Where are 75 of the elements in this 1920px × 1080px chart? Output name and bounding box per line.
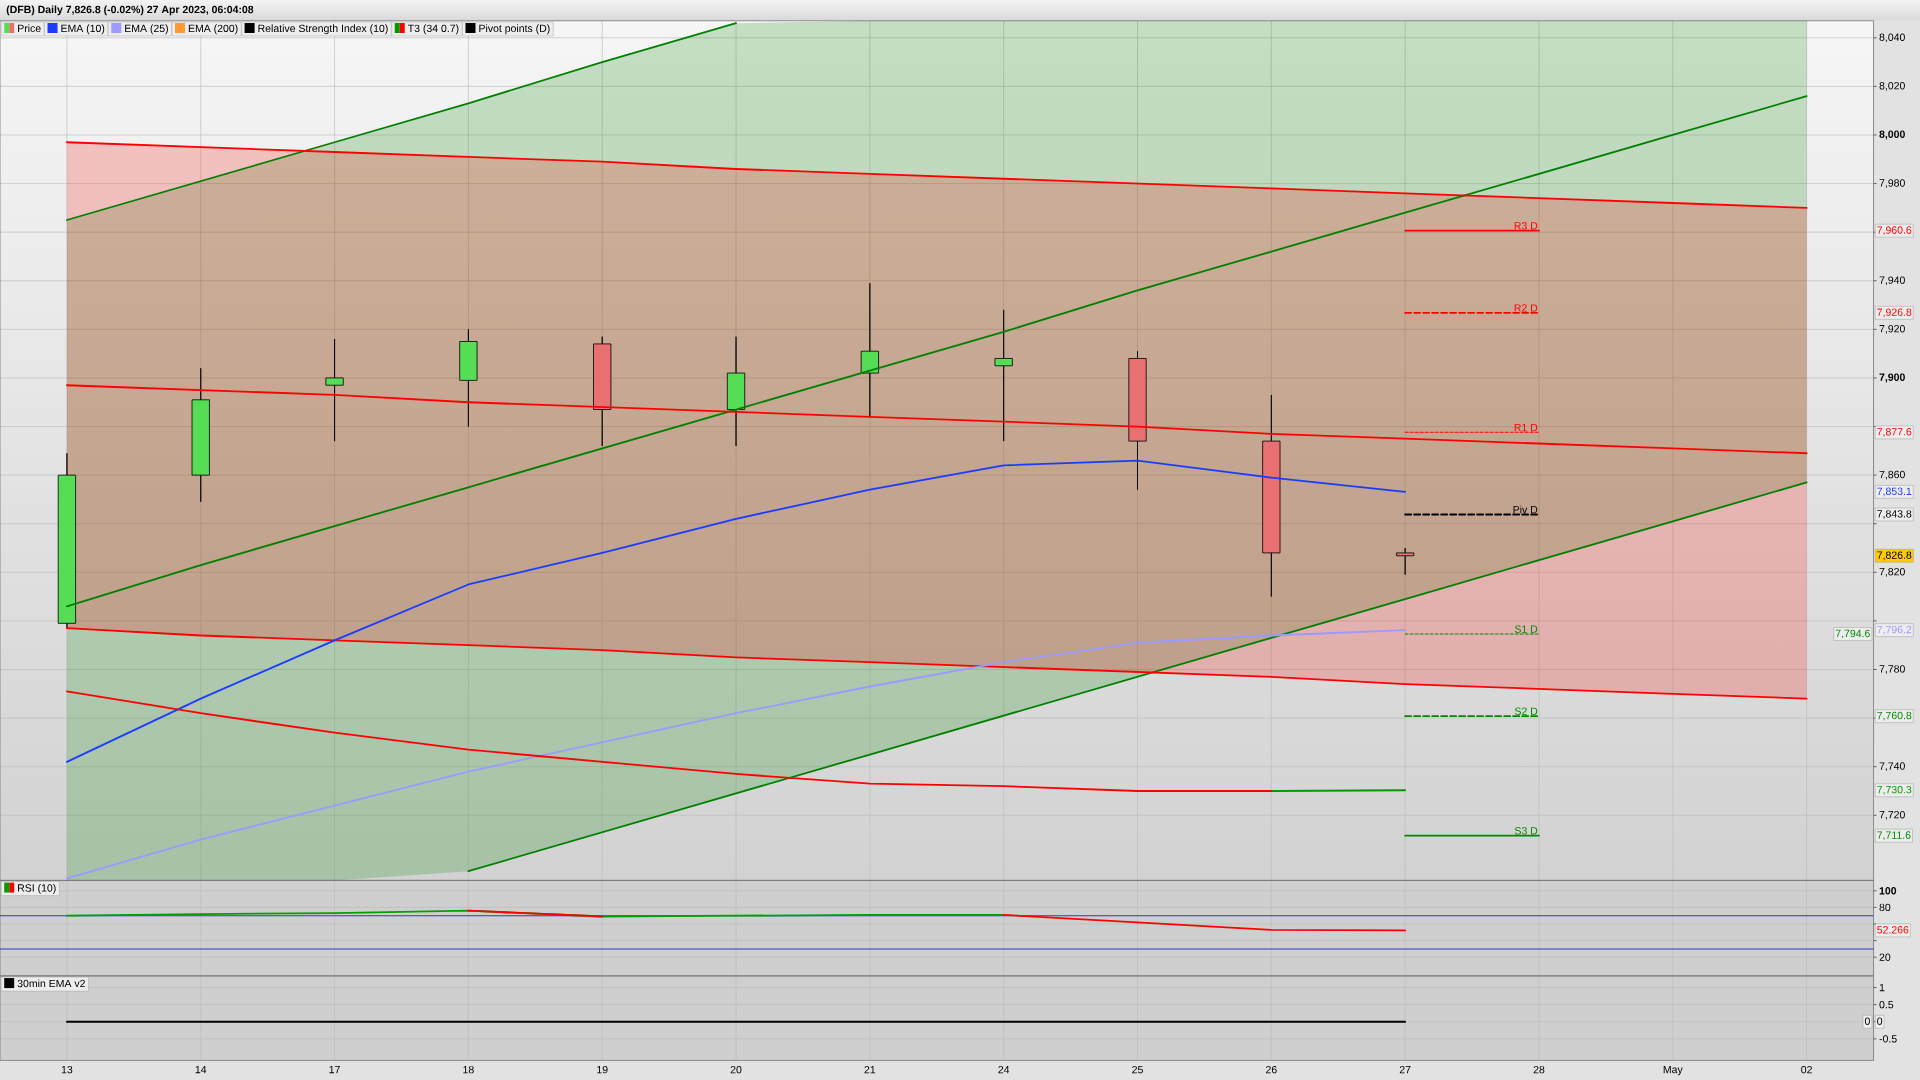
- y-tick-label: 7,780: [1879, 665, 1905, 674]
- legend-label: T3 (34 0.7): [407, 24, 459, 35]
- legend-label: EMA (25): [125, 24, 168, 35]
- annotation: 7,960.6: [1877, 226, 1912, 236]
- y-tick-label: 7,820: [1879, 567, 1905, 577]
- x-tick-label: 21: [864, 1065, 876, 1074]
- y-tick-label: 1: [1879, 983, 1885, 992]
- x-tick-label: 20: [730, 1065, 742, 1074]
- y-tick-label: 0.5: [1879, 1000, 1894, 1009]
- annotation: 7,730.3: [1877, 785, 1912, 795]
- annotation: 7,796.2: [1877, 625, 1912, 635]
- annotation: 0: [1864, 1017, 1870, 1025]
- ref-line-label: R2 D: [1514, 304, 1538, 312]
- legend-label: RSI (10): [18, 883, 56, 894]
- x-tick-label: May: [1663, 1065, 1683, 1076]
- ref-line-label: R3 D: [1514, 222, 1538, 230]
- legend-label: Pivot points (D): [479, 24, 550, 35]
- y-tick-label: 8,000: [1879, 130, 1905, 140]
- candlestick: [1128, 350, 1147, 491]
- annotation: 0: [1877, 1017, 1883, 1025]
- legend-label: EMA (10): [61, 24, 105, 35]
- ref-line-label: Piv D: [1513, 505, 1538, 514]
- y-tick-label: 8,040: [1879, 33, 1905, 43]
- y-tick-label: 8,020: [1879, 82, 1905, 91]
- ref-line-label: S1 D: [1514, 625, 1538, 633]
- x-tick-label: 02: [1801, 1065, 1812, 1074]
- y-tick-label: 20: [1879, 953, 1891, 961]
- y-tick-label: 7,940: [1879, 276, 1905, 286]
- annotation: 7,826.8: [1877, 551, 1912, 561]
- y-tick-label: 80: [1879, 903, 1891, 912]
- chart-title: (DFB) Daily 7,826.8 (-0.02%) 27 Apr 2023, 06:04:08: [6, 5, 254, 16]
- x-tick-label: 19: [597, 1065, 608, 1074]
- y-tick-label: 100: [1879, 887, 1897, 895]
- candlestick: [325, 338, 344, 442]
- legend-label: Price: [18, 24, 41, 33]
- candlestick: [1396, 547, 1415, 576]
- legend-label: Relative Strength Index (10): [258, 24, 388, 35]
- candlestick: [994, 309, 1013, 442]
- y-tick-label: 7,980: [1879, 179, 1905, 188]
- annotation: 52.266: [1877, 926, 1909, 934]
- candlestick: [57, 452, 77, 629]
- candlestick: [593, 336, 612, 447]
- candlestick: [860, 282, 879, 418]
- annotation: 7,760.8: [1877, 711, 1912, 721]
- x-tick-label: 27: [1399, 1065, 1411, 1074]
- candlestick: [459, 328, 478, 427]
- y-tick-label: 7,860: [1879, 470, 1905, 480]
- legend-label: EMA (200): [188, 24, 238, 35]
- x-tick-label: 24: [998, 1065, 1010, 1074]
- ref-line-label: R1 D: [1514, 423, 1538, 432]
- x-tick-label: 13: [61, 1065, 73, 1074]
- line-series: [66, 459, 1407, 763]
- x-tick-label: 14: [195, 1065, 207, 1074]
- annotation: 7,843.8: [1877, 510, 1912, 519]
- x-tick-label: 28: [1533, 1065, 1545, 1074]
- annotation: 7,711.6: [1877, 831, 1911, 841]
- annotation: 7,926.8: [1877, 308, 1912, 318]
- y-tick-label: 7,740: [1879, 762, 1905, 772]
- annotation: 7,794.6: [1835, 629, 1870, 639]
- x-tick-label: 18: [463, 1065, 474, 1074]
- ref-line-label: S3 D: [1514, 827, 1538, 835]
- candlestick: [726, 336, 746, 447]
- y-tick-label: -0.5: [1879, 1035, 1897, 1043]
- ref-line-label: S2 D: [1514, 707, 1538, 715]
- annotation: 7,877.6: [1877, 428, 1912, 437]
- x-tick-label: 26: [1266, 1065, 1277, 1074]
- legend-label: 30min EMA v2: [17, 979, 85, 988]
- candlestick: [1262, 394, 1281, 598]
- y-tick-label: 7,900: [1879, 373, 1905, 383]
- candlestick: [191, 367, 210, 503]
- y-tick-label: 7,920: [1879, 325, 1905, 334]
- y-tick-label: 7,720: [1879, 810, 1905, 820]
- annotation: 7,853.1: [1877, 487, 1912, 497]
- x-tick-label: 17: [329, 1065, 340, 1074]
- x-tick-label: 25: [1132, 1065, 1143, 1074]
